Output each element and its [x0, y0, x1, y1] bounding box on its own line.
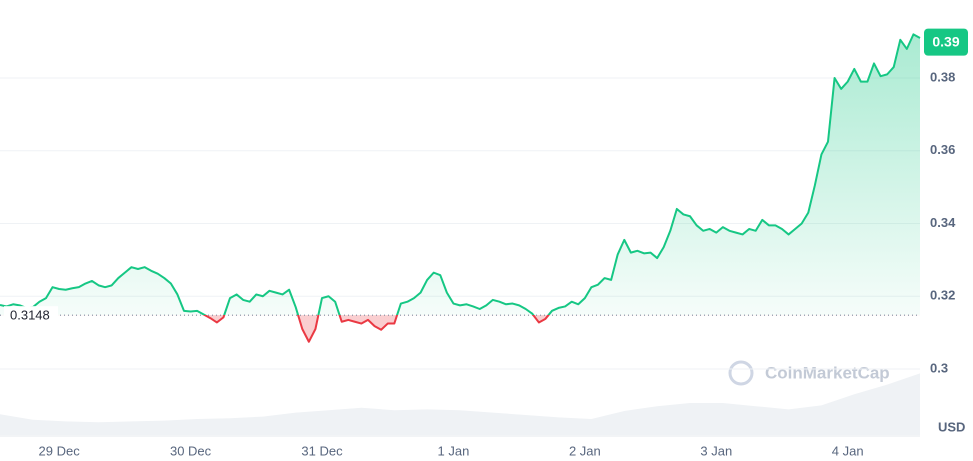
y-tick-label: 0.32 — [930, 288, 955, 303]
current-price-label: 0.39 — [932, 33, 959, 49]
y-tick-label: 0.34 — [930, 215, 956, 230]
x-tick-label: 29 Dec — [39, 443, 81, 458]
x-tick-label: 30 Dec — [170, 443, 212, 458]
volume-area — [0, 373, 920, 435]
x-tick-label: 3 Jan — [700, 443, 732, 458]
x-tick-label: 1 Jan — [438, 443, 470, 458]
x-tick-label: 31 Dec — [301, 443, 343, 458]
x-tick-label: 2 Jan — [569, 443, 601, 458]
baseline-label-bg — [4, 306, 58, 325]
y-tick-label: 0.38 — [930, 69, 955, 84]
baseline-label: 0.3148 — [10, 308, 50, 323]
watermark-text: CoinMarketCap — [765, 363, 890, 382]
price-line — [0, 33, 921, 343]
y-tick-label: 0.36 — [930, 142, 955, 157]
price-area — [0, 34, 920, 342]
current-price-badge — [924, 28, 968, 56]
watermark: CoinMarketCap — [728, 360, 890, 386]
y-tick-label: 0.3 — [930, 360, 948, 375]
x-tick-label: 4 Jan — [832, 443, 864, 458]
currency-label: USD — [938, 419, 965, 434]
watermark-logo — [728, 360, 754, 386]
